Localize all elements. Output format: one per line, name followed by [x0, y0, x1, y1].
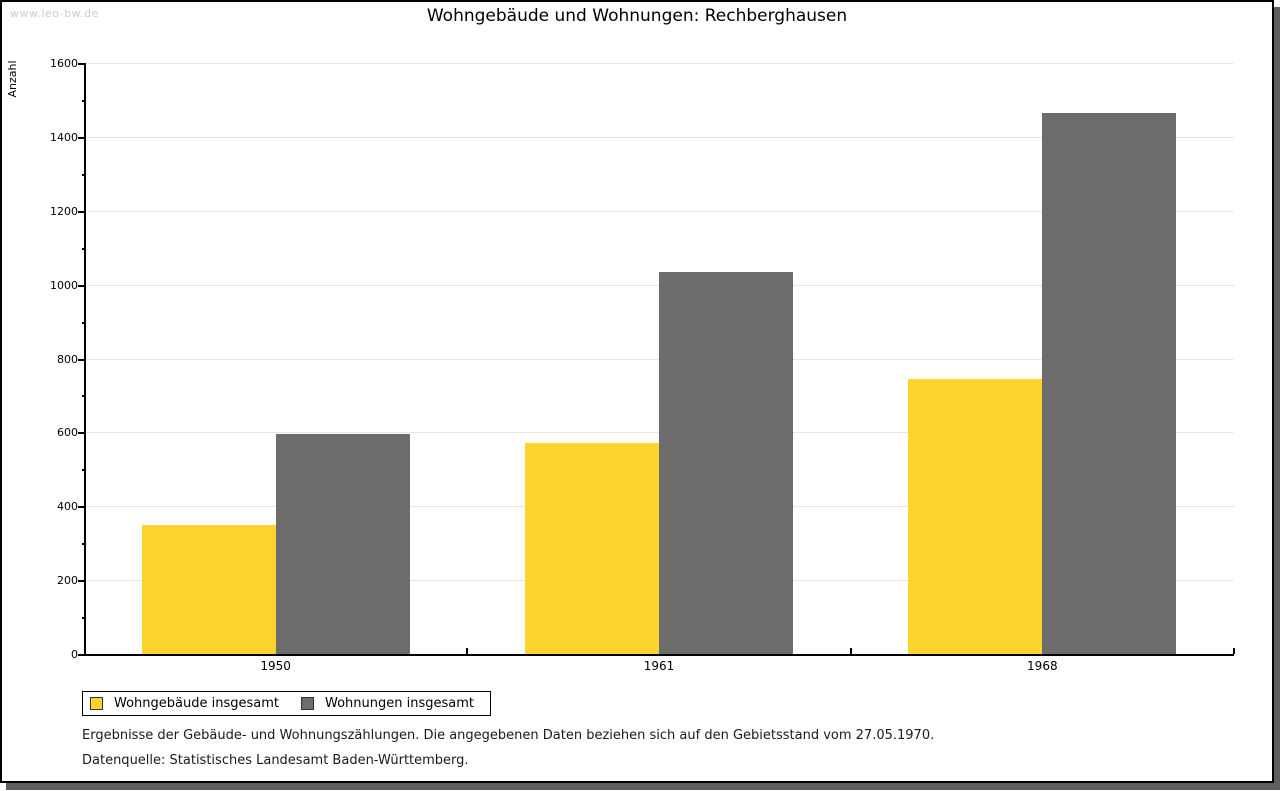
- bar-1950-wohnungen-insgesamt: [275, 434, 410, 654]
- footnote: Ergebnisse der Gebäude- und Wohnungszähl…: [82, 728, 935, 743]
- y-axis-tick: [78, 580, 86, 583]
- bar-1961-wohnungen-insgesamt: [659, 271, 793, 654]
- watermark: www.leo-bw.de: [10, 7, 99, 20]
- x-category-label: 1961: [643, 659, 675, 673]
- x-axis-tick: [849, 648, 852, 654]
- y-tick-label: 1400: [50, 130, 78, 144]
- y-tick-label: 1200: [50, 204, 78, 218]
- x-axis-tick: [466, 648, 469, 654]
- bar-1968-wohnungen-insgesamt: [1042, 112, 1177, 654]
- gridline: [86, 136, 1234, 138]
- data-source: Datenquelle: Statistisches Landesamt Bad…: [82, 753, 469, 768]
- legend-swatch-icon: [90, 697, 103, 710]
- y-axis-tick: [78, 284, 86, 287]
- y-axis-tick: [78, 358, 86, 361]
- bar-1968-wohngeb-ude-insgesamt: [908, 378, 1043, 654]
- y-axis-label: Anzahl: [6, 60, 19, 98]
- y-axis-tick: [78, 136, 86, 139]
- y-tick-label: 1000: [50, 278, 78, 292]
- x-category-label: 1950: [260, 659, 291, 673]
- y-axis-minor-tick: [82, 395, 86, 398]
- legend-item: Wohngebäude insgesamt: [90, 696, 279, 711]
- legend-label: Wohngebäude insgesamt: [114, 696, 279, 711]
- y-axis-tick: [78, 210, 86, 213]
- y-tick-label: 1600: [50, 57, 78, 70]
- y-tick-label: 600: [57, 426, 78, 440]
- x-category-label: 1968: [1027, 659, 1058, 673]
- y-axis-minor-tick: [82, 617, 86, 620]
- y-axis-tick: [78, 432, 86, 435]
- y-tick-label: 800: [57, 352, 78, 366]
- legend-item: Wohnungen insgesamt: [301, 696, 474, 711]
- y-tick-label: 400: [57, 500, 78, 514]
- y-axis-tick: [78, 63, 86, 65]
- y-axis-minor-tick: [82, 173, 86, 176]
- gridline: [86, 63, 1234, 64]
- bar-1950-wohngeb-ude-insgesamt: [141, 524, 276, 654]
- x-axis-tick: [1233, 648, 1235, 654]
- legend-label: Wohnungen insgesamt: [325, 696, 474, 711]
- legend: Wohngebäude insgesamt Wohnungen insgesamt: [82, 691, 491, 716]
- x-axis-line: [84, 654, 1234, 656]
- y-axis-minor-tick: [82, 469, 86, 472]
- y-axis-minor-tick: [82, 543, 86, 546]
- y-tick-label: 200: [57, 574, 78, 588]
- legend-swatch-icon: [301, 697, 314, 710]
- y-axis-tick: [78, 506, 86, 509]
- y-axis-minor-tick: [82, 321, 86, 324]
- y-axis-minor-tick: [82, 247, 86, 250]
- y-axis-minor-tick: [82, 99, 86, 102]
- chart-title: Wohngebäude und Wohnungen: Rechberghause…: [426, 6, 848, 26]
- bar-1961-wohngeb-ude-insgesamt: [525, 443, 659, 654]
- y-tick-label: 0: [71, 648, 78, 661]
- y-axis-tick: [78, 654, 86, 656]
- gridline: [86, 210, 1234, 212]
